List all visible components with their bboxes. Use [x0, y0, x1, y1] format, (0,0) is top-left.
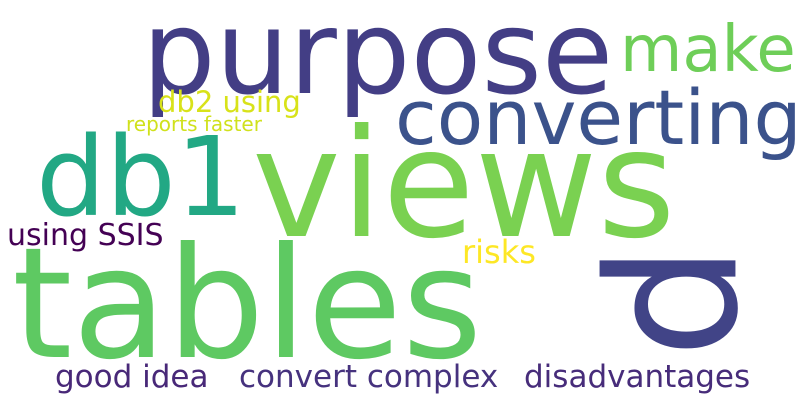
word-reports-faster: reports faster [126, 112, 262, 136]
word-risks: risks [462, 233, 536, 271]
word-p: p [594, 244, 800, 359]
word-good-idea: good idea [55, 359, 209, 395]
word-views: views [252, 98, 676, 272]
word-converting: converting [395, 73, 800, 162]
word-disadvantages: disadvantages [524, 359, 751, 395]
word-convert-complex: convert complex [239, 359, 499, 395]
word-purpose: purpose [142, 0, 614, 121]
word-db2-using: db2 using [158, 85, 301, 119]
word-db1: db1 [36, 113, 246, 241]
word-make: make [620, 13, 796, 87]
word-using-ssis: using SSIS [7, 218, 164, 253]
word-tables: tables [12, 215, 483, 394]
